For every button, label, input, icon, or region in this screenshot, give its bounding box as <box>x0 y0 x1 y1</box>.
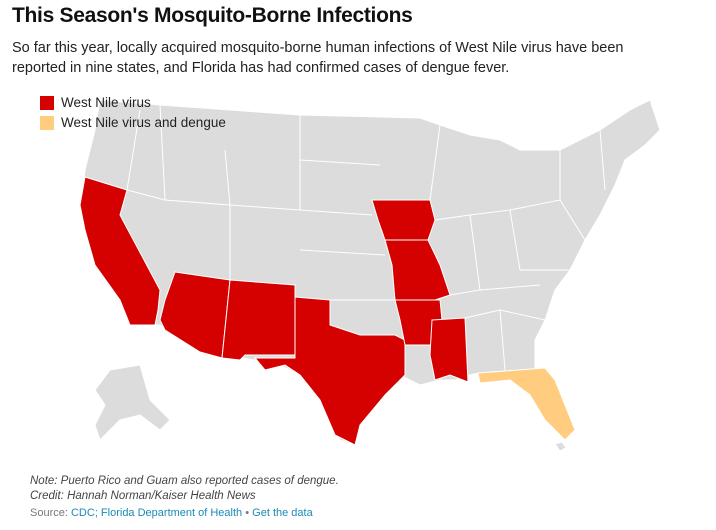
subtitle: reported in nine states, and Florida has… <box>12 60 510 76</box>
state-west-nile <box>253 296 406 446</box>
legend-label: West Nile virus and dengue <box>61 115 226 130</box>
source-link[interactable]: CDC; Florida Department of Health <box>70 507 243 519</box>
state-west-nile <box>221 279 296 361</box>
alaska <box>94 364 171 441</box>
state-dengue <box>477 367 576 441</box>
title: This Season's Mosquito-Borne Infections <box>12 4 413 27</box>
separator: • <box>245 507 250 519</box>
credit: Credit: Hannah Norman/Kaiser Health News <box>30 490 256 502</box>
legend-swatch <box>40 115 54 130</box>
note: Note: Puerto Rico and Guam also reported… <box>30 475 339 487</box>
legend-item: West Nile virus and dengue <box>40 115 226 130</box>
state-west-nile <box>159 271 231 359</box>
subtitle: So far this year, locally acquired mosqu… <box>12 40 624 56</box>
legend-item: West Nile virus <box>40 95 151 110</box>
state-west-nile <box>384 239 451 301</box>
legend-label: West Nile virus <box>61 95 151 110</box>
state-west-nile <box>429 317 469 383</box>
state-west-nile <box>79 176 161 326</box>
hawaii <box>554 441 567 452</box>
source-label: Source: <box>30 507 68 519</box>
state-borders <box>126 104 606 371</box>
legend-swatch <box>40 95 54 110</box>
source: Source: CDC; Florida Department of Healt… <box>30 507 313 519</box>
data-link[interactable]: Get the data <box>252 507 313 519</box>
